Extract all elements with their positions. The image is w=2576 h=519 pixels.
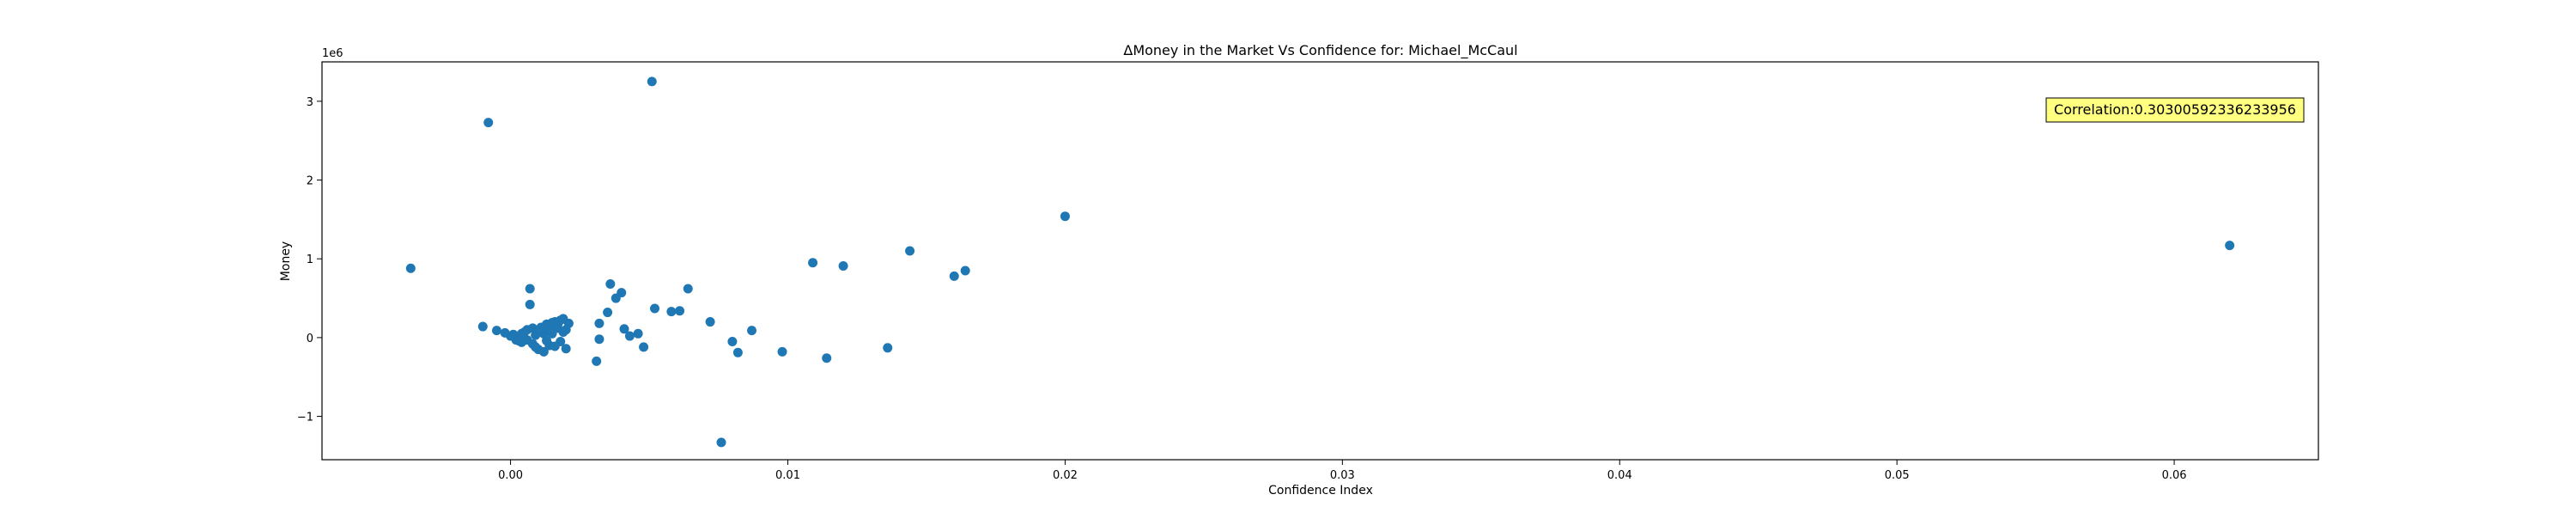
data-point (650, 303, 659, 314)
chart-title: ΔMoney in the Market Vs Confidence for: … (1123, 42, 1517, 59)
data-point (531, 342, 541, 352)
data-point (525, 284, 535, 294)
x-tick-label: 0.02 (1053, 469, 1078, 482)
y-tick-label: 1 (307, 253, 313, 266)
data-point (592, 356, 602, 366)
y-axis-ticks: −1 0 1 2 3 (297, 96, 322, 424)
data-point (808, 258, 818, 268)
data-point (633, 328, 643, 339)
data-point (544, 326, 555, 336)
y-tick-label: 3 (307, 96, 313, 109)
data-point (905, 246, 915, 256)
data-point (542, 336, 552, 346)
data-point (611, 293, 621, 303)
x-tick-label: 0.06 (2162, 469, 2187, 482)
data-point (605, 279, 616, 290)
x-tick-label: 0.04 (1607, 469, 1632, 482)
data-point (624, 331, 635, 341)
data-point (732, 347, 743, 357)
data-point (747, 326, 757, 336)
data-point (666, 307, 677, 317)
data-point (619, 324, 629, 334)
correlation-annotation-box (2045, 97, 2305, 123)
data-point (683, 284, 693, 294)
data-point (550, 341, 560, 351)
data-point (647, 76, 657, 87)
x-tick-label: 0.01 (775, 469, 800, 482)
x-tick-label: 0.03 (1330, 469, 1355, 482)
data-point (716, 437, 726, 448)
scatter-points (405, 76, 2235, 448)
data-point (883, 343, 893, 353)
x-axis-ticks: 0.00 0.01 0.02 0.03 0.04 0.05 0.06 (498, 460, 2187, 482)
data-point (675, 306, 685, 316)
data-point (777, 346, 787, 357)
data-point (949, 271, 959, 281)
correlation-annotation: Correlation:0.30300592336233956 (2054, 101, 2296, 118)
y-tick-label: 0 (307, 333, 313, 345)
data-point (525, 299, 535, 309)
data-point (2225, 241, 2235, 251)
data-point (405, 263, 416, 273)
data-point (727, 336, 738, 346)
plot-area-frame (321, 61, 2319, 461)
y-axis-label: Money (279, 241, 293, 281)
data-point (822, 353, 832, 363)
y-axis-offset-label: 1e6 (322, 47, 343, 60)
y-tick-label: 2 (307, 175, 313, 188)
data-point (639, 342, 649, 352)
data-point (500, 327, 510, 338)
data-point (960, 266, 970, 276)
data-point (522, 325, 532, 335)
data-point (594, 318, 605, 328)
y-tick-label: −1 (297, 412, 313, 424)
x-axis-label: Confidence Index (1268, 484, 1373, 498)
data-point (561, 325, 571, 335)
data-point (547, 317, 557, 327)
data-point (838, 260, 848, 271)
data-point (513, 336, 524, 346)
x-tick-label: 0.05 (1885, 469, 1910, 482)
data-point (477, 321, 488, 332)
data-point (705, 317, 715, 327)
data-point (556, 315, 566, 326)
data-point (561, 344, 571, 354)
data-point (1060, 211, 1070, 222)
data-point (603, 308, 613, 318)
data-point (594, 334, 605, 345)
data-point (536, 322, 546, 333)
data-point (491, 326, 501, 336)
data-point (483, 118, 494, 128)
x-tick-label: 0.00 (498, 469, 523, 482)
